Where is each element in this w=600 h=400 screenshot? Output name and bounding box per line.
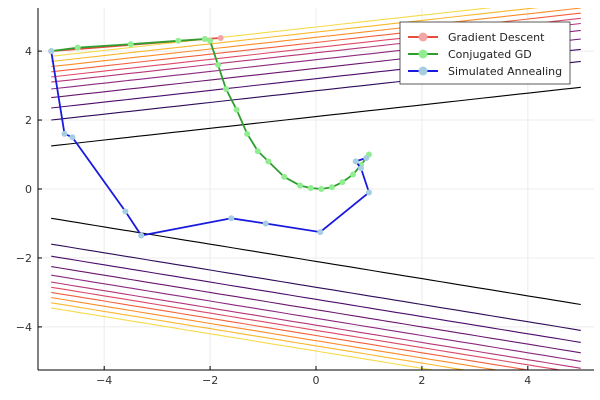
y-tick-label: 0: [25, 183, 32, 196]
contour-line-upper: [51, 8, 493, 57]
legend-label: Conjugated GD: [448, 48, 532, 61]
contour-line-upper: [51, 8, 539, 62]
legend-label: Simulated Annealing: [448, 65, 562, 78]
legend-swatch-marker: [418, 49, 428, 59]
contour-line-lower: [51, 307, 437, 370]
legend-swatch-marker: [418, 32, 428, 42]
series-point: [138, 232, 145, 239]
contour-line-lower: [51, 291, 532, 370]
y-tick-label: 4: [25, 45, 32, 58]
contour-line-lower: [51, 281, 581, 369]
series-point: [233, 106, 240, 113]
series-point: [69, 134, 76, 141]
y-tick-label: −2: [16, 252, 32, 265]
series-point: [307, 184, 314, 191]
contour-line-upper: [51, 86, 581, 147]
series-point: [281, 173, 288, 180]
series-point: [363, 154, 370, 161]
series-point: [201, 36, 208, 43]
contour-line-lower: [51, 302, 468, 370]
series-point: [127, 41, 134, 48]
series-point: [262, 220, 269, 227]
series-point: [217, 34, 224, 41]
series-point: [122, 208, 129, 215]
series-point: [365, 189, 372, 196]
legend-label: Gradient Descent: [448, 31, 545, 44]
series-point: [328, 184, 335, 191]
series-point: [61, 130, 68, 137]
legend: Gradient Descent Conjugated GD Simulated A…: [399, 21, 571, 85]
series-point: [48, 48, 55, 55]
x-tick-label: −2: [202, 374, 218, 387]
series-point: [352, 158, 359, 165]
series-point: [207, 37, 214, 44]
series-point: [317, 229, 324, 236]
legend-swatch-marker: [418, 66, 428, 76]
contour-line-lower: [51, 243, 581, 331]
contour-line-lower: [51, 274, 581, 362]
series-point: [228, 215, 235, 222]
series-point: [339, 179, 346, 186]
contour-line-upper: [51, 8, 581, 68]
series-point: [74, 44, 81, 51]
x-tick-label: 4: [524, 374, 531, 387]
series-point: [175, 37, 182, 44]
series-point: [222, 86, 229, 93]
y-tick-label: 2: [25, 114, 32, 127]
series-point: [350, 171, 357, 178]
series-layer: [48, 34, 372, 239]
axes: −4 −2 0 2 4 −4 −2 0 2 4: [16, 8, 594, 387]
series-point: [358, 165, 365, 172]
series-point: [318, 186, 325, 192]
series-simulated-annealing: [48, 48, 372, 239]
series-point: [254, 148, 261, 155]
x-tick-label: 0: [313, 374, 320, 387]
series-point: [244, 130, 251, 137]
contour-line-lower: [51, 266, 581, 354]
series-point: [265, 158, 272, 165]
contour-line-lower: [51, 297, 500, 370]
series-point: [297, 182, 304, 189]
x-tick-label: −4: [96, 374, 112, 387]
contour-line-lower: [51, 286, 563, 370]
series-point: [215, 61, 222, 68]
x-tick-label: 2: [418, 374, 425, 387]
y-tick-label: −4: [16, 321, 32, 334]
contour-line-lower: [51, 255, 581, 343]
